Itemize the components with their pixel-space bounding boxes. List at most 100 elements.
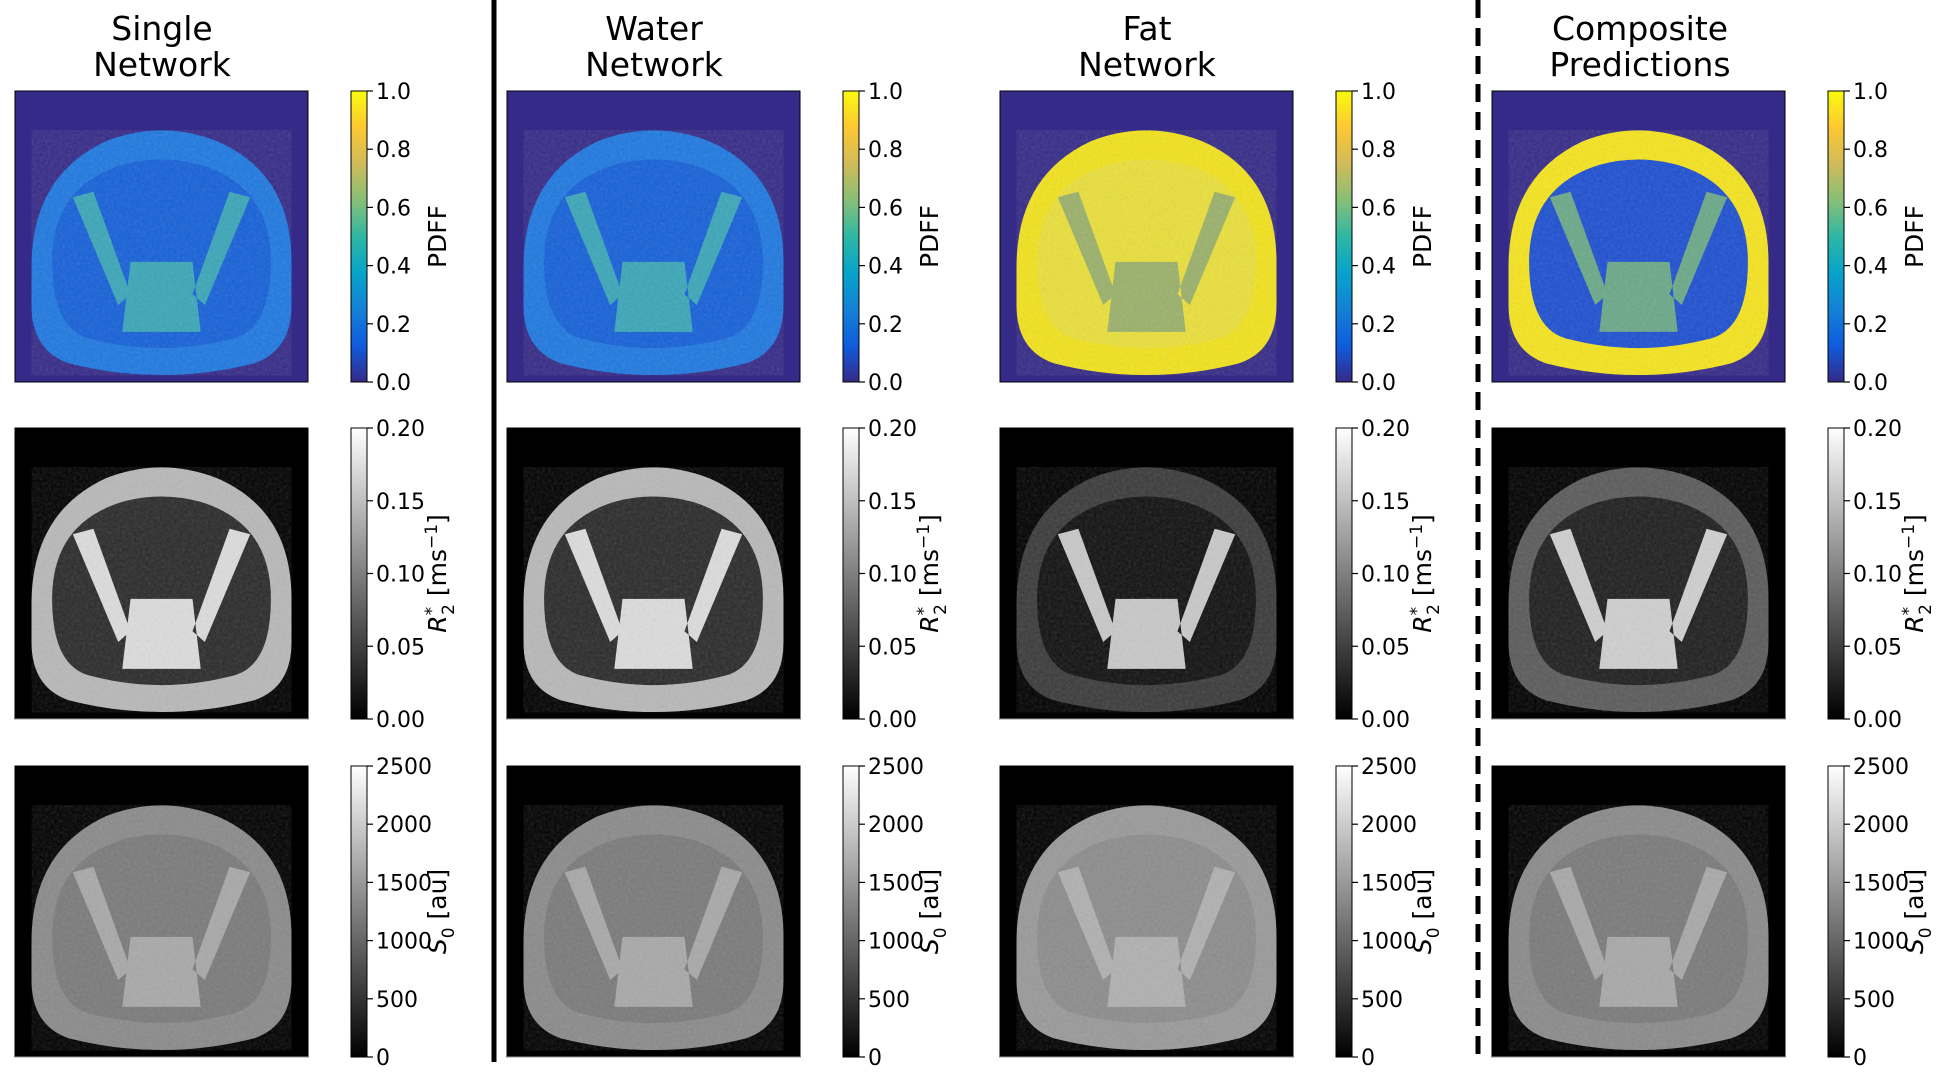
colorbar-tick-label: 0.8 xyxy=(376,138,411,163)
colorbar-gradient xyxy=(350,765,368,1058)
colorbar-tick-label: 2500 xyxy=(1853,755,1909,780)
colorbar-tick-label: 0.00 xyxy=(868,708,917,733)
panel-s0-single xyxy=(14,765,309,1058)
colorbar-tick-label: 1500 xyxy=(868,871,924,896)
texture-overlay xyxy=(31,130,292,376)
colorbar-s0: 2500 2000 1500 1000 500 0 S0 [au] xyxy=(350,755,459,1071)
colorbar-gradient xyxy=(842,90,860,383)
colorbar-tick-label: 0.10 xyxy=(1853,563,1902,588)
colorbar-tick-label: 0.20 xyxy=(376,417,425,442)
colorbar-tick-label: 0.4 xyxy=(1853,255,1888,280)
colorbar-r2star: 0.20 0.15 0.10 0.05 0.00 R*2 [ms−1] xyxy=(842,417,951,733)
colorbar-tick-label: 0.6 xyxy=(868,196,903,221)
colorbar-label-pdff: PDFF xyxy=(915,205,944,268)
colorbar-gradient xyxy=(1335,765,1353,1058)
colorbar-tick-label: 2500 xyxy=(1361,755,1417,780)
colorbar-tick-label: 0.6 xyxy=(1361,196,1396,221)
colorbar-tick-label: 2000 xyxy=(868,813,924,838)
texture-overlay xyxy=(1508,130,1769,376)
colorbar-tick-label: 0.0 xyxy=(1853,371,1888,396)
colorbar-tick-label: 0.8 xyxy=(1853,138,1888,163)
column-title-line1: Composite xyxy=(1552,9,1728,48)
panel-s0-composite xyxy=(1491,765,1786,1058)
colorbar-s0: 2500 2000 1500 1000 500 0 S0 [au] xyxy=(1335,755,1444,1071)
colorbar-tick-label: 2500 xyxy=(376,755,432,780)
panel-r2star-composite xyxy=(1491,427,1786,720)
panel-pdff-composite xyxy=(1491,90,1786,383)
colorbar-tick-label: 0 xyxy=(1361,1046,1375,1071)
colorbar-label-s0: S0 [au] xyxy=(1900,869,1936,954)
colorbar-tick-label: 0.8 xyxy=(1361,138,1396,163)
texture-overlay xyxy=(1508,467,1769,713)
colorbar-gradient xyxy=(1335,90,1353,383)
colorbar-pdff: 1.0 0.8 0.6 0.4 0.2 0.0 PDFF xyxy=(842,80,944,396)
colorbar-label-r2star: R*2 [ms−1] xyxy=(1899,514,1936,633)
colorbar-label-s0: S0 [au] xyxy=(915,869,951,954)
colorbar-tick-label: 500 xyxy=(1853,988,1895,1013)
colorbar-gradient xyxy=(1335,427,1353,720)
texture-overlay xyxy=(1508,805,1769,1051)
colorbar-gradient xyxy=(350,90,368,383)
texture-overlay xyxy=(31,805,292,1051)
colorbar-pdff: 1.0 0.8 0.6 0.4 0.2 0.0 PDFF xyxy=(1827,80,1929,396)
column-title-line1: Single xyxy=(111,9,212,48)
column-title-line2: Network xyxy=(1078,45,1217,84)
colorbar-tick-label: 0.15 xyxy=(868,490,917,515)
colorbar-tick-label: 0.2 xyxy=(1853,313,1888,338)
colorbar-label-r2star: R*2 [ms−1] xyxy=(914,514,951,633)
colorbar-tick-label: 0.00 xyxy=(1853,708,1902,733)
column-title-line2: Predictions xyxy=(1549,45,1730,84)
colorbar-tick-label: 0 xyxy=(1853,1046,1867,1071)
colorbar-tick-label: 500 xyxy=(868,988,910,1013)
colorbar-tick-label: 1.0 xyxy=(1361,80,1396,105)
colorbar-tick-label: 2000 xyxy=(1853,813,1909,838)
colorbar-s0: 2500 2000 1500 1000 500 0 S0 [au] xyxy=(842,755,951,1071)
colorbar-gradient xyxy=(842,765,860,1058)
colorbar-tick-label: 1500 xyxy=(1853,871,1909,896)
colorbar-tick-label: 0.0 xyxy=(376,371,411,396)
colorbar-tick-label: 2000 xyxy=(1361,813,1417,838)
colorbar-gradient xyxy=(1827,90,1845,383)
column-title-line2: Network xyxy=(93,45,232,84)
colorbar-gradient xyxy=(1827,765,1845,1058)
colorbar-tick-label: 0.20 xyxy=(1853,417,1902,442)
colorbar-tick-label: 0.6 xyxy=(376,196,411,221)
colorbar-tick-label: 0.05 xyxy=(376,635,425,660)
colorbar-tick-label: 0.0 xyxy=(1361,371,1396,396)
colorbar-tick-label: 0.2 xyxy=(868,313,903,338)
colorbar-tick-label: 0.15 xyxy=(1853,490,1902,515)
colorbar-r2star: 0.20 0.15 0.10 0.05 0.00 R*2 [ms−1] xyxy=(350,417,459,733)
column-title-line2: Network xyxy=(585,45,724,84)
panel-r2star-fat xyxy=(999,427,1294,720)
colorbar-r2star: 0.20 0.15 0.10 0.05 0.00 R*2 [ms−1] xyxy=(1335,417,1444,733)
colorbar-tick-label: 0.2 xyxy=(1361,313,1396,338)
colorbar-tick-label: 1000 xyxy=(1853,930,1909,955)
texture-overlay xyxy=(523,130,784,376)
colorbar-tick-label: 0.05 xyxy=(1361,635,1410,660)
colorbar-tick-label: 1.0 xyxy=(376,80,411,105)
colorbar-label-r2star: R*2 [ms−1] xyxy=(422,514,459,633)
panel-s0-fat xyxy=(999,765,1294,1058)
colorbar-s0: 2500 2000 1500 1000 500 0 S0 [au] xyxy=(1827,755,1936,1071)
colorbar-label-s0: S0 [au] xyxy=(423,869,459,954)
colorbar-r2star: 0.20 0.15 0.10 0.05 0.00 R*2 [ms−1] xyxy=(1827,417,1936,733)
colorbar-tick-label: 2500 xyxy=(868,755,924,780)
panel-s0-water xyxy=(506,765,801,1058)
colorbar-gradient xyxy=(350,427,368,720)
colorbar-tick-label: 0.0 xyxy=(868,371,903,396)
colorbar-tick-label: 500 xyxy=(376,988,418,1013)
colorbar-tick-label: 0.20 xyxy=(868,417,917,442)
colorbar-tick-label: 1000 xyxy=(868,930,924,955)
texture-overlay xyxy=(31,467,292,713)
colorbar-label-pdff: PDFF xyxy=(423,205,452,268)
colorbar-tick-label: 0.15 xyxy=(376,490,425,515)
texture-overlay xyxy=(1016,130,1277,376)
colorbar-tick-label: 500 xyxy=(1361,988,1403,1013)
panel-r2star-single xyxy=(14,427,309,720)
colorbar-tick-label: 0.2 xyxy=(376,313,411,338)
column-title-line1: Water xyxy=(605,9,703,48)
colorbar-label-r2star: R*2 [ms−1] xyxy=(1407,514,1444,633)
colorbar-tick-label: 0.4 xyxy=(376,255,411,280)
colorbar-label-pdff: PDFF xyxy=(1408,205,1437,268)
